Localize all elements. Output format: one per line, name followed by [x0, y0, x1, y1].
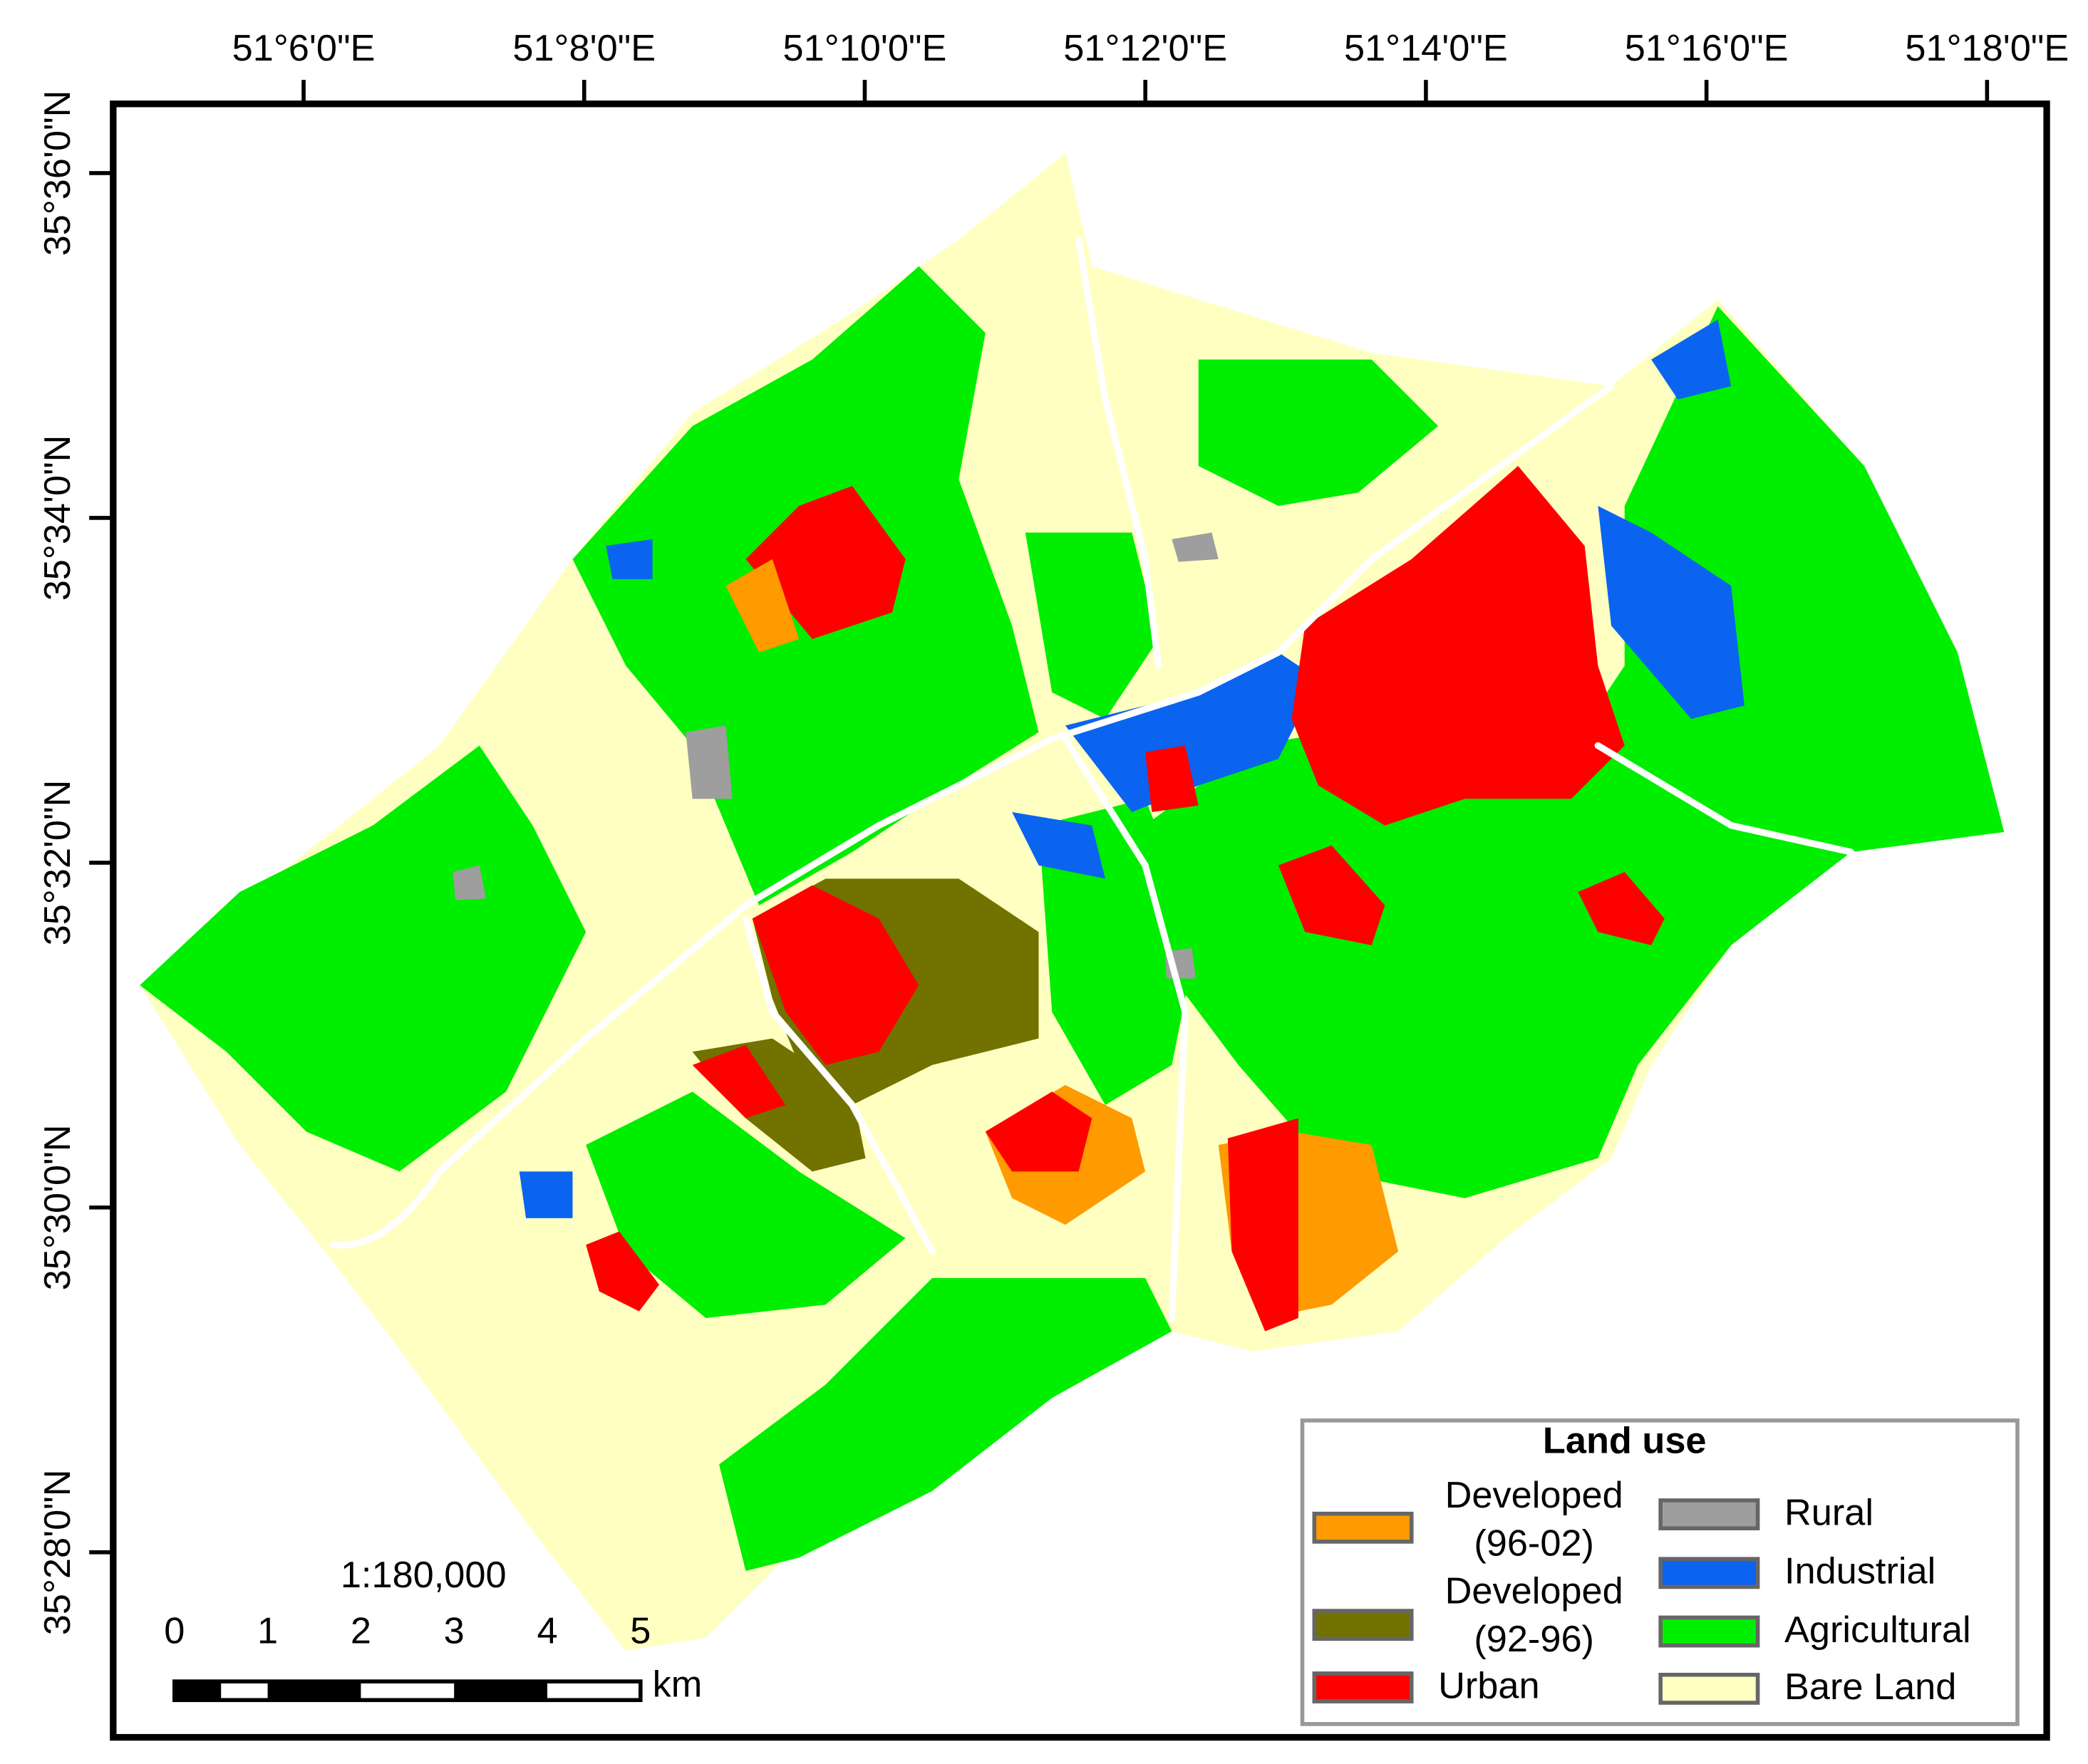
urban-area [692, 1044, 786, 1119]
industrial-area [1012, 811, 1105, 879]
rural-area [686, 725, 733, 799]
legend-swatch [1658, 1557, 1760, 1589]
urban-area [985, 1091, 1092, 1172]
rural-area [1172, 532, 1219, 562]
urban-area [1578, 871, 1665, 945]
scale-tick-label: 5 [630, 1611, 651, 1652]
industrial-area [1065, 652, 1318, 812]
latitude-label: 35°28'0"N [37, 1469, 78, 1635]
industrial-area [606, 539, 653, 579]
longitude-label: 51°6'0"E [232, 28, 376, 69]
agricultural-area [586, 1091, 906, 1318]
scale-bar-segment [174, 1681, 222, 1701]
rural-area [453, 865, 487, 901]
latitude-label: 35°30'0"N [37, 1125, 78, 1291]
legend-swatch [1658, 1498, 1760, 1531]
urban-area [1278, 845, 1385, 945]
legend-label: Urban [1438, 1665, 1539, 1706]
road [1594, 742, 1855, 856]
scale-bar-outline [172, 1679, 643, 1703]
scale-tick-label: 4 [537, 1611, 557, 1652]
longitude-label: 51°18'0"E [1905, 28, 2069, 69]
land-use-layer [140, 152, 2005, 1651]
urban-area [1227, 1118, 1298, 1332]
legend-label: Bare Land [1784, 1666, 1956, 1708]
legend-label: Agricultural [1784, 1609, 1971, 1651]
latitude-label: 35°34'0"N [37, 435, 78, 601]
legend-label: Industrial [1784, 1551, 1935, 1592]
scale-unit: km [653, 1664, 703, 1705]
scale-tick-label: 3 [444, 1611, 465, 1652]
road [1062, 735, 1189, 1322]
legend-label: Rural [1784, 1492, 1873, 1533]
longitude-label: 51°14'0"E [1344, 28, 1508, 69]
legend-swatch [1658, 1615, 1760, 1648]
longitude-label: 51°12'0"E [1063, 28, 1227, 69]
legend-label: (96-02) [1474, 1522, 1594, 1564]
scale-ratio: 1:180,000 [341, 1555, 507, 1596]
map-frame [110, 100, 2050, 1741]
legend-swatch [1312, 1671, 1414, 1703]
urban-area [1291, 466, 1625, 826]
graticule: 51°6'0"E 51°8'0"E 51°10'0"E 51°12'0"E 51°14'… [37, 28, 2069, 1635]
legend-label: (92-96) [1474, 1619, 1594, 1660]
legend-swatch [1312, 1511, 1414, 1544]
agricultural-area [719, 1277, 1172, 1572]
legend: Land use Developed (96-02) Developed (92-96… [1300, 1418, 2020, 1726]
industrial-area [519, 1171, 573, 1218]
scale-bar-segment [267, 1681, 361, 1701]
legend-label: Developed [1445, 1475, 1623, 1516]
industrial-area [1651, 319, 1732, 400]
legend-swatch [1658, 1672, 1760, 1705]
latitude-label: 35°36'0"N [37, 90, 78, 256]
legend-label: Developed [1445, 1571, 1623, 1612]
agricultural-area [140, 745, 586, 1172]
urban-area [586, 1231, 659, 1312]
urban-area [752, 885, 919, 1065]
latitude-label: 35°32'0"N [37, 780, 78, 946]
agricultural-area [1025, 532, 1159, 720]
road [329, 383, 1615, 1249]
road [1075, 236, 1162, 670]
agricultural-area [1198, 359, 1439, 507]
scale-bar: 1:180,000 km 0 1 2 3 4 5 [164, 1555, 702, 1705]
industrial-area [1598, 506, 1745, 720]
scale-bar-segment [454, 1681, 548, 1701]
agricultural-area [1038, 799, 1199, 1105]
legend-title: Land use [1543, 1420, 1707, 1461]
scale-tick-label: 2 [351, 1611, 371, 1652]
scale-tick-label: 0 [164, 1611, 185, 1652]
road [742, 915, 936, 1255]
longitude-label: 51°10'0"E [783, 28, 947, 69]
longitude-label: 51°16'0"E [1625, 28, 1789, 69]
legend-swatch [1312, 1609, 1414, 1641]
urban-area [1145, 745, 1199, 812]
scale-tick-label: 1 [257, 1611, 278, 1652]
longitude-label: 51°8'0"E [512, 28, 656, 69]
developed-96-02-area [725, 559, 800, 653]
